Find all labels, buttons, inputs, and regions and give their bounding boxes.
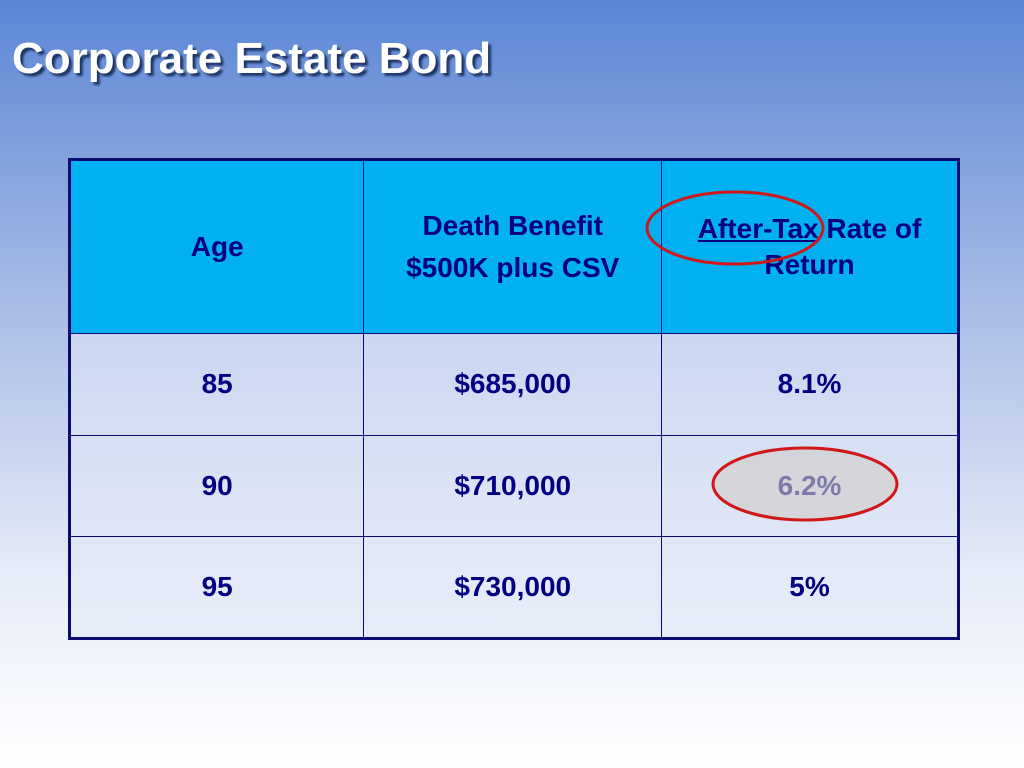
header-cell: After-Tax Rate of Return — [661, 158, 959, 335]
header-row: Age Death Benefit $500K plus CSV After-Ta… — [68, 158, 959, 335]
header-text: Death Benefit — [422, 210, 603, 242]
header-text: Age — [190, 231, 244, 263]
header-text: $500K plus CSV — [406, 252, 620, 284]
table-cell: $730,000 — [363, 535, 663, 640]
table-cell: $685,000 — [363, 333, 663, 436]
data-table: Age Death Benefit $500K plus CSV After-Ta… — [68, 158, 960, 640]
table-cell: 85 — [68, 333, 365, 436]
table-row: 95 $730,000 5% — [68, 535, 959, 640]
table-cell: 8.1% — [661, 333, 959, 436]
table-cell: 6.2% — [661, 434, 959, 537]
slide-title: Corporate Estate Bond — [12, 34, 492, 83]
header-cell: Age — [68, 158, 365, 335]
header-cell: Death Benefit $500K plus CSV — [363, 158, 663, 335]
header-text: After-Tax — [697, 212, 819, 244]
table-cell: 90 — [68, 434, 365, 537]
table-cell: 95 — [68, 535, 365, 640]
table-cell: $710,000 — [363, 434, 663, 537]
table-row: 85 $685,000 8.1% — [68, 333, 959, 436]
table-cell: 5% — [661, 535, 959, 640]
table-row: 90 $710,000 6.2% — [68, 434, 959, 537]
